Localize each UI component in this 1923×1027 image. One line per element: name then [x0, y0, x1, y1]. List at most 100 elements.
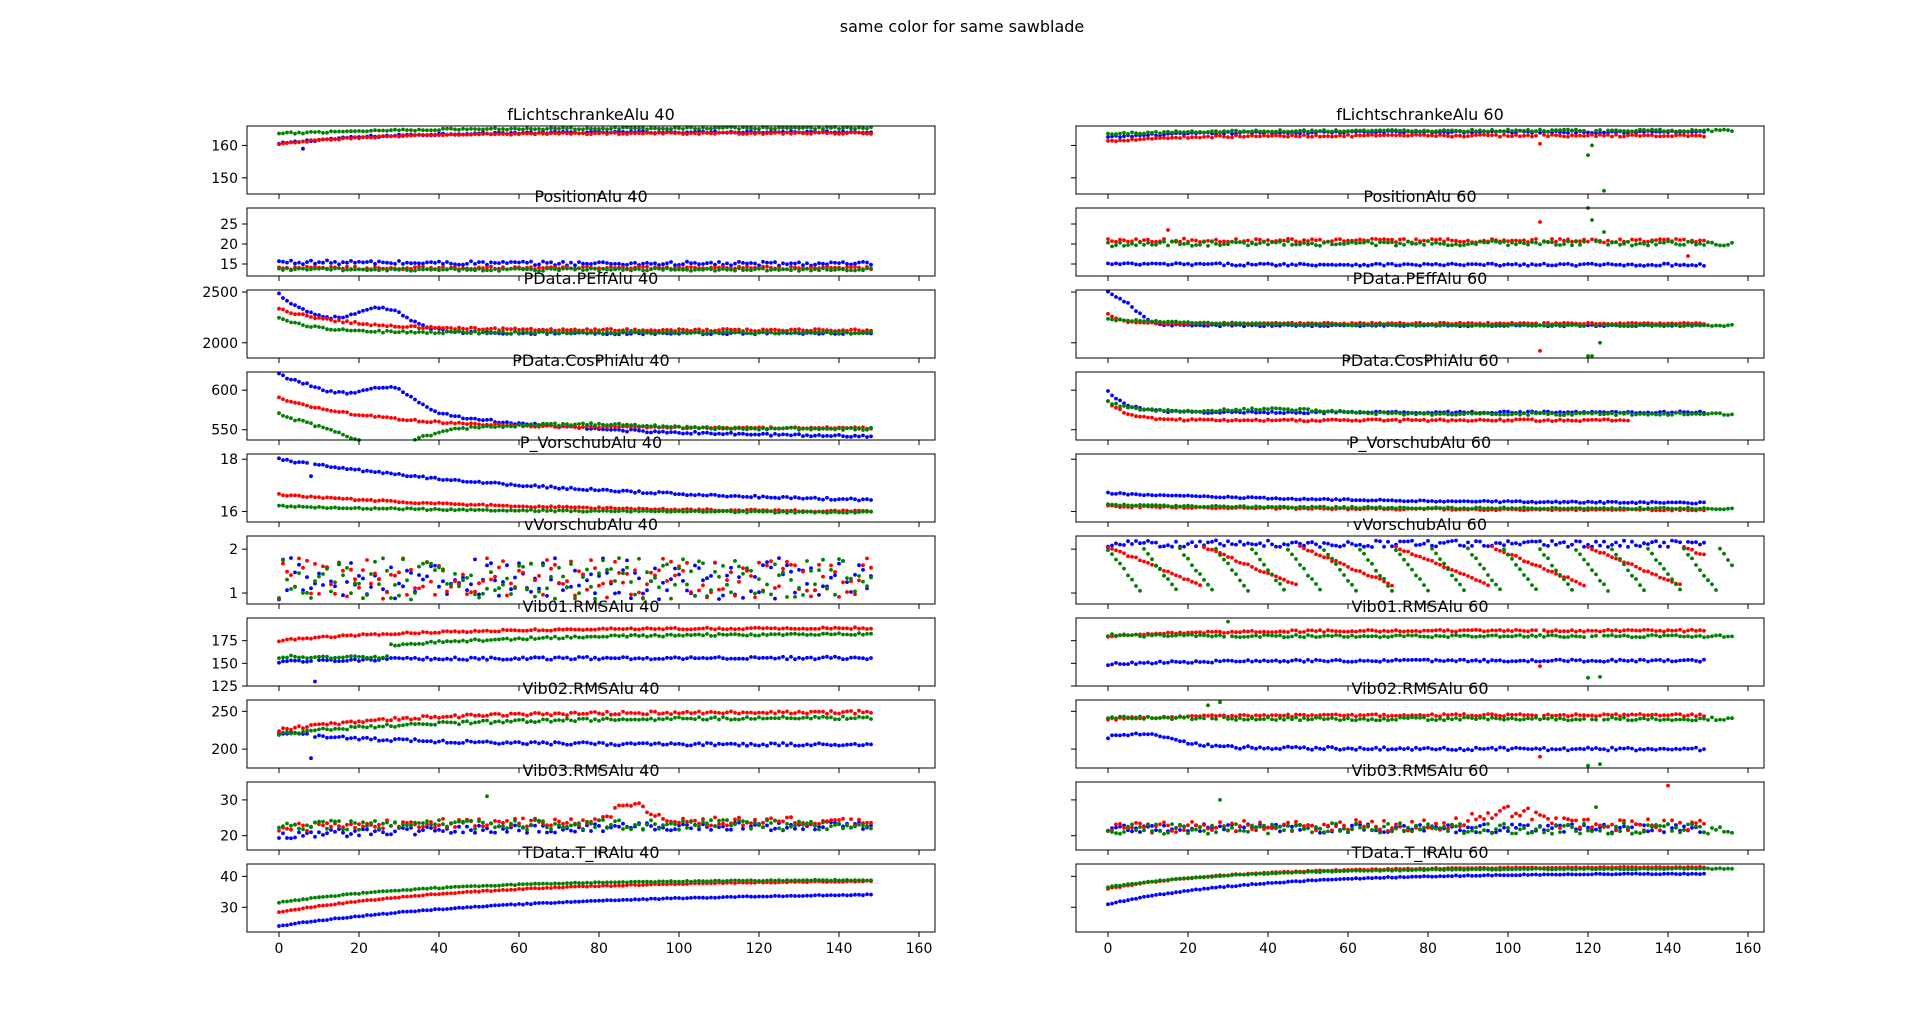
- data-point: [1326, 418, 1330, 422]
- data-point: [1674, 133, 1678, 138]
- data-point: [593, 423, 597, 428]
- data-point: [413, 324, 417, 329]
- data-point: [741, 495, 745, 499]
- data-point: [709, 260, 713, 265]
- data-point: [829, 563, 833, 568]
- data-point: [1598, 412, 1602, 417]
- data-point: [1210, 504, 1214, 508]
- data-point: [425, 476, 429, 481]
- data-point: [1174, 135, 1178, 140]
- data-point: [1138, 408, 1142, 412]
- data-point: [357, 585, 361, 590]
- data-point: [753, 426, 757, 431]
- data-point: [1730, 506, 1734, 511]
- data-point: [445, 421, 449, 425]
- data-point: [569, 423, 573, 428]
- data-point: [393, 573, 397, 578]
- data-point: [1274, 133, 1278, 138]
- data-point: [297, 379, 301, 384]
- data-point: [1242, 418, 1246, 423]
- data-point: [321, 572, 325, 576]
- data-point: [689, 268, 693, 273]
- data-point: [1418, 240, 1422, 245]
- data-point: [385, 329, 389, 333]
- data-point: [641, 268, 645, 273]
- data-point: [1558, 417, 1562, 422]
- data-point: [733, 125, 737, 130]
- data-point: [1414, 128, 1418, 133]
- data-point: [361, 388, 365, 393]
- data-point: [637, 576, 641, 581]
- data-point: [313, 261, 317, 266]
- data-point: [673, 492, 677, 496]
- data-point: [849, 426, 853, 430]
- data-point: [437, 330, 441, 335]
- data-point: [1394, 243, 1398, 248]
- data-point: [469, 582, 473, 587]
- data-point: [765, 560, 769, 565]
- data-point: [785, 563, 789, 568]
- data-point: [665, 490, 669, 495]
- data-point: [793, 125, 797, 130]
- data-point: [521, 267, 525, 272]
- data-point: [1430, 129, 1434, 134]
- data-point: [1350, 498, 1354, 503]
- data-point: [493, 480, 497, 485]
- data-point: [293, 585, 297, 589]
- data-point: [1126, 243, 1130, 247]
- data-point: [1690, 501, 1694, 506]
- data-point: [1110, 402, 1114, 406]
- data-point: [1394, 323, 1398, 328]
- data-point: [441, 421, 445, 426]
- data-point: [1186, 503, 1190, 508]
- data-point: [409, 418, 413, 422]
- data-point: [713, 432, 717, 437]
- data-point: [1398, 237, 1402, 242]
- data-point: [405, 568, 409, 573]
- data-point: [841, 497, 845, 501]
- data-point: [1506, 506, 1510, 511]
- data-point: [1374, 505, 1378, 510]
- data-point: [1526, 242, 1530, 247]
- data-point: [541, 266, 545, 270]
- data-point: [1394, 263, 1398, 268]
- data-point: [817, 497, 821, 501]
- data-point: [681, 426, 685, 431]
- data-point: [1398, 133, 1402, 138]
- data-point: [717, 425, 721, 429]
- data-point: [1658, 237, 1662, 242]
- data-point: [673, 509, 677, 514]
- data-point: [541, 131, 545, 136]
- data-point: [1322, 262, 1326, 267]
- data-point: [565, 487, 569, 492]
- data-point: [1350, 240, 1354, 245]
- data-point: [1182, 320, 1186, 325]
- data-point: [633, 427, 637, 432]
- data-point: [413, 319, 417, 324]
- data-point: [1174, 319, 1178, 324]
- data-point: [1638, 500, 1642, 504]
- scatter-points: [1106, 490, 1734, 513]
- data-point: [329, 267, 333, 272]
- data-point: [401, 262, 405, 266]
- data-point: [821, 130, 825, 135]
- data-point: [429, 260, 433, 264]
- data-point: [745, 510, 749, 515]
- data-point: [409, 318, 413, 323]
- data-point: [1374, 261, 1378, 266]
- data-point: [1414, 506, 1418, 511]
- data-point: [1378, 133, 1382, 138]
- data-point: [517, 132, 521, 137]
- series-0: [1106, 261, 1706, 268]
- data-point: [485, 127, 489, 131]
- data-point: [697, 426, 701, 431]
- data-point: [545, 266, 549, 271]
- data-point: [369, 507, 373, 511]
- data-point: [1390, 240, 1394, 245]
- data-point: [1566, 418, 1570, 422]
- data-point: [1426, 499, 1430, 504]
- data-point: [513, 575, 517, 580]
- data-point: [1242, 241, 1246, 245]
- figure-title: same color for same sawblade: [840, 17, 1085, 36]
- data-point: [1266, 238, 1270, 243]
